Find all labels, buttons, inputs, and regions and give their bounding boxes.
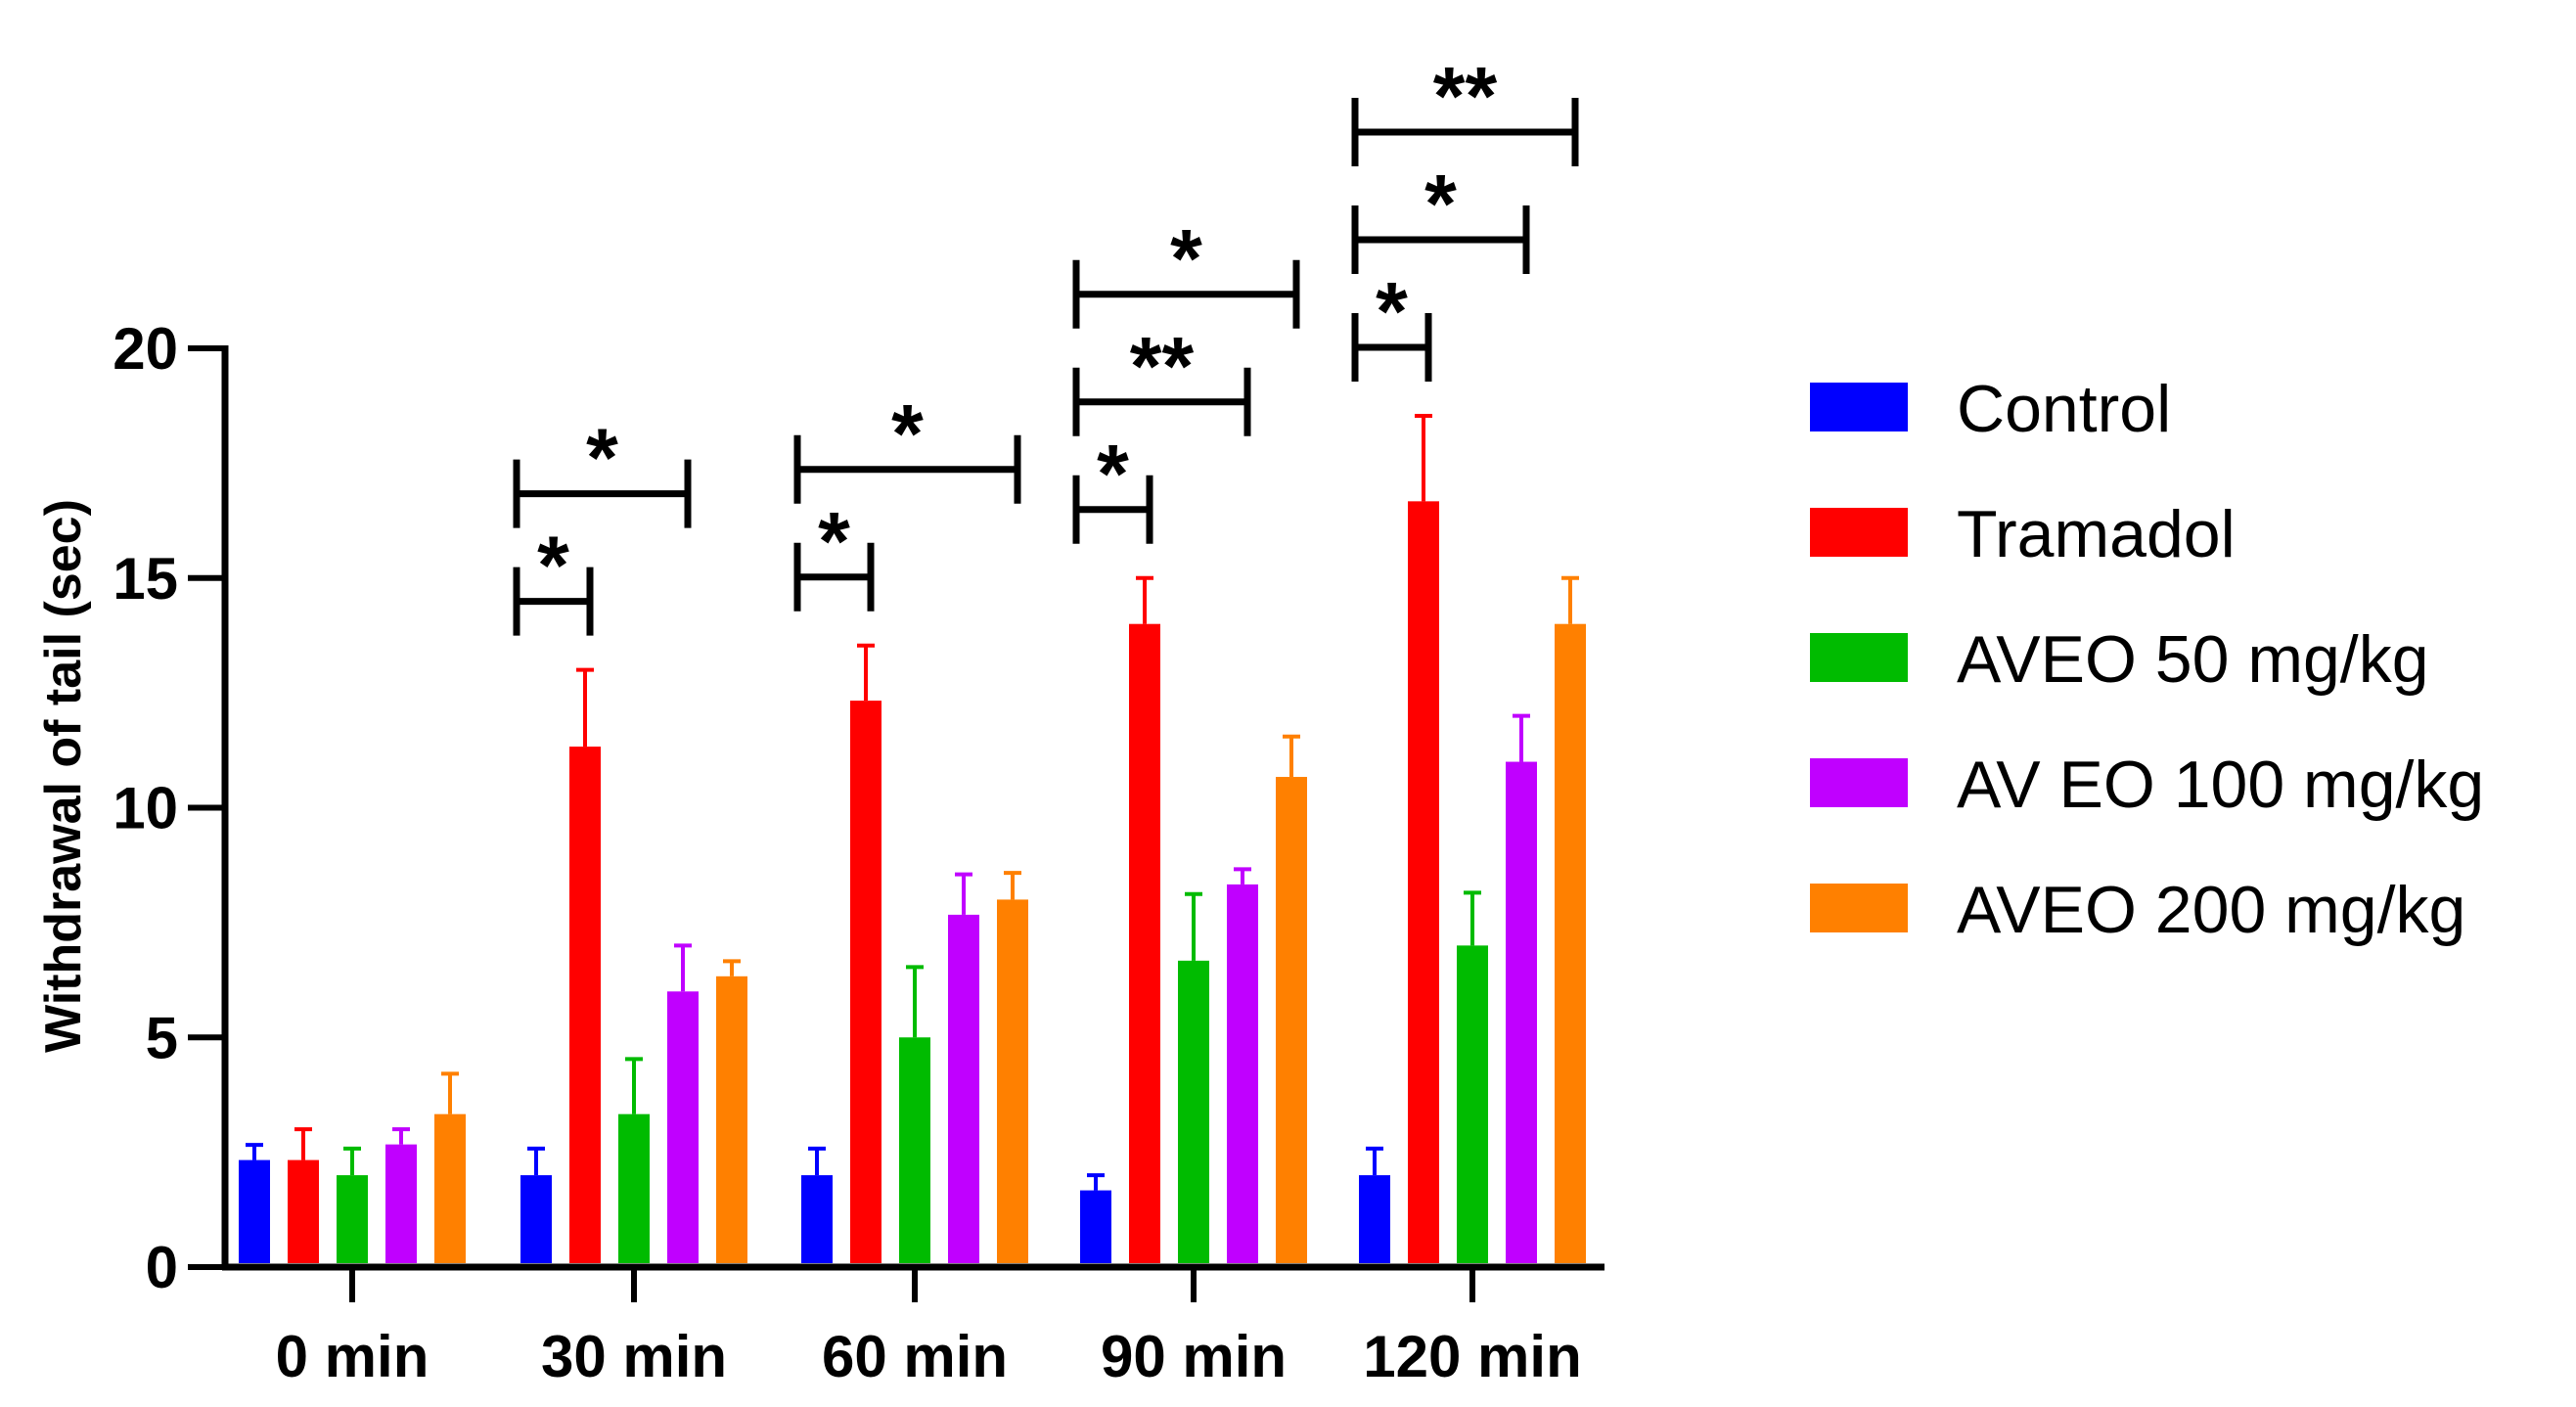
significance-label: * xyxy=(891,387,924,479)
bar xyxy=(716,976,747,1263)
significance-bracket xyxy=(513,459,692,528)
legend-label: AVEO 200 mg/kg xyxy=(1957,873,2465,947)
y-axis: 0 5 10 15 20 xyxy=(113,316,229,1300)
legend-swatch xyxy=(1810,884,1908,932)
legend-label: Control xyxy=(1957,372,2171,446)
significance-bracket xyxy=(1072,259,1300,329)
bar xyxy=(1276,777,1307,1263)
x-axis: 0 min 30 min 60 min 90 min 120 min xyxy=(222,1263,1604,1389)
bar xyxy=(899,1037,930,1263)
significance-bracket xyxy=(793,542,875,612)
bar xyxy=(1227,884,1258,1263)
significance-label: * xyxy=(1097,428,1129,520)
legend-label: AVEO 50 mg/kg xyxy=(1957,622,2429,697)
y-tick-label: 0 xyxy=(146,1235,178,1300)
bar xyxy=(1178,960,1209,1263)
bar xyxy=(1457,945,1488,1263)
bars xyxy=(239,414,1586,1263)
x-tick-label: 120 min xyxy=(1363,1324,1581,1389)
bar xyxy=(997,899,1028,1263)
bar xyxy=(801,1175,833,1263)
y-axis-label: Withdrawal of tail (sec) xyxy=(35,499,92,1053)
legend-swatch xyxy=(1810,508,1908,557)
significance-label: * xyxy=(1424,158,1457,250)
bar xyxy=(948,914,979,1263)
legend: Control Tramadol AVEO 50 mg/kg AV EO 100 mg… xyxy=(1810,372,2484,947)
bar xyxy=(850,701,881,1263)
y-tick-label: 15 xyxy=(113,546,178,612)
bar xyxy=(1555,623,1586,1263)
legend-swatch xyxy=(1810,633,1908,682)
bar xyxy=(1408,501,1439,1263)
bar xyxy=(1129,623,1160,1263)
significance-label: ** xyxy=(1130,320,1195,412)
bar xyxy=(239,1159,270,1263)
legend-swatch xyxy=(1810,383,1908,431)
x-tick-label: 60 min xyxy=(822,1324,1008,1389)
x-tick-label: 0 min xyxy=(276,1324,429,1389)
bar xyxy=(618,1113,650,1263)
significance-bracket xyxy=(1072,367,1251,436)
y-tick-label: 10 xyxy=(113,776,178,841)
x-tick-label: 90 min xyxy=(1101,1324,1287,1389)
significance-label: * xyxy=(1376,265,1408,357)
y-tick-label: 20 xyxy=(113,316,178,382)
significance-label: * xyxy=(586,412,618,504)
bar xyxy=(288,1159,319,1263)
x-tick-label: 30 min xyxy=(541,1324,727,1389)
significance-bracket xyxy=(1072,475,1153,544)
bar xyxy=(1506,761,1537,1263)
significance-bracket xyxy=(1351,205,1530,275)
legend-label: Tramadol xyxy=(1957,497,2236,571)
bar xyxy=(434,1113,466,1263)
bar xyxy=(385,1144,417,1263)
bar xyxy=(1359,1175,1390,1263)
significance-bracket xyxy=(793,434,1021,504)
significance-label: * xyxy=(1170,212,1202,304)
bar xyxy=(569,747,601,1263)
significance-label: * xyxy=(537,520,569,612)
significance-bracket xyxy=(1351,98,1579,167)
significance-bracket xyxy=(513,567,594,636)
legend-label: AV EO 100 mg/kg xyxy=(1957,748,2484,822)
bar xyxy=(1080,1190,1111,1263)
legend-swatch xyxy=(1810,758,1908,807)
bar xyxy=(520,1175,552,1263)
y-tick-label: 5 xyxy=(146,1005,178,1070)
significance-label: ** xyxy=(1433,50,1498,142)
significance-bracket xyxy=(1351,313,1432,383)
significance-brackets: **** ******** xyxy=(513,50,1579,636)
bar xyxy=(337,1175,368,1263)
bar xyxy=(667,991,699,1263)
significance-label: * xyxy=(818,495,850,587)
